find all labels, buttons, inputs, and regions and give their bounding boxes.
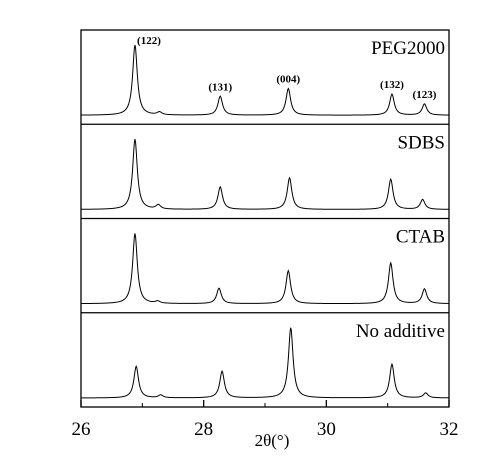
- series-label-no-additive: No additive: [356, 321, 445, 342]
- panels: PEG2000 (122) (131) (004) (132) (123) SDBS CTAB…: [80, 35, 450, 399]
- x-tick-label: 32: [440, 419, 459, 440]
- panel-no-additive: No additive: [81, 312, 450, 399]
- panel-peg2000: PEG2000 (122) (131) (004) (132) (123): [80, 35, 449, 116]
- x-axis-title: 2θ(°): [255, 431, 290, 450]
- series-line-ctab: [80, 233, 450, 305]
- series-line-peg2000: [80, 44, 449, 116]
- peak-label: (131): [208, 81, 232, 93]
- peak-label: (123): [413, 89, 437, 101]
- series-line-no-additive: [81, 327, 450, 399]
- x-tick-label: 28: [194, 419, 213, 440]
- peak-label: (132): [380, 79, 404, 91]
- x-axis: 26 28 30 32: [72, 400, 459, 440]
- x-tick-label: 26: [72, 419, 91, 440]
- series-label-sdbs: SDBS: [397, 132, 445, 153]
- series-label-ctab: CTAB: [396, 227, 445, 248]
- panel-ctab: CTAB: [80, 217, 450, 305]
- panel-sdbs: SDBS: [81, 123, 450, 210]
- peak-label: (004): [276, 74, 300, 86]
- peak-label: (122): [137, 35, 161, 47]
- x-tick-label: 30: [317, 419, 336, 440]
- series-line-sdbs: [81, 139, 450, 210]
- series-label-peg2000: PEG2000: [371, 38, 445, 59]
